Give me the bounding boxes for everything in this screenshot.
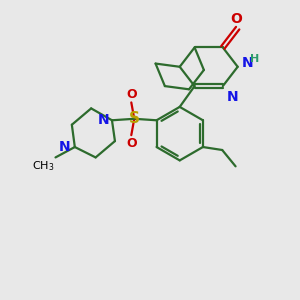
Text: O: O [126, 136, 136, 150]
Text: N: N [226, 90, 238, 104]
Text: CH$_3$: CH$_3$ [32, 159, 54, 173]
Text: N: N [98, 113, 109, 127]
Text: N: N [59, 140, 70, 154]
Text: O: O [230, 12, 242, 26]
Text: H: H [250, 54, 260, 64]
Text: O: O [126, 88, 136, 101]
Text: S: S [129, 111, 140, 126]
Text: N: N [242, 56, 254, 70]
